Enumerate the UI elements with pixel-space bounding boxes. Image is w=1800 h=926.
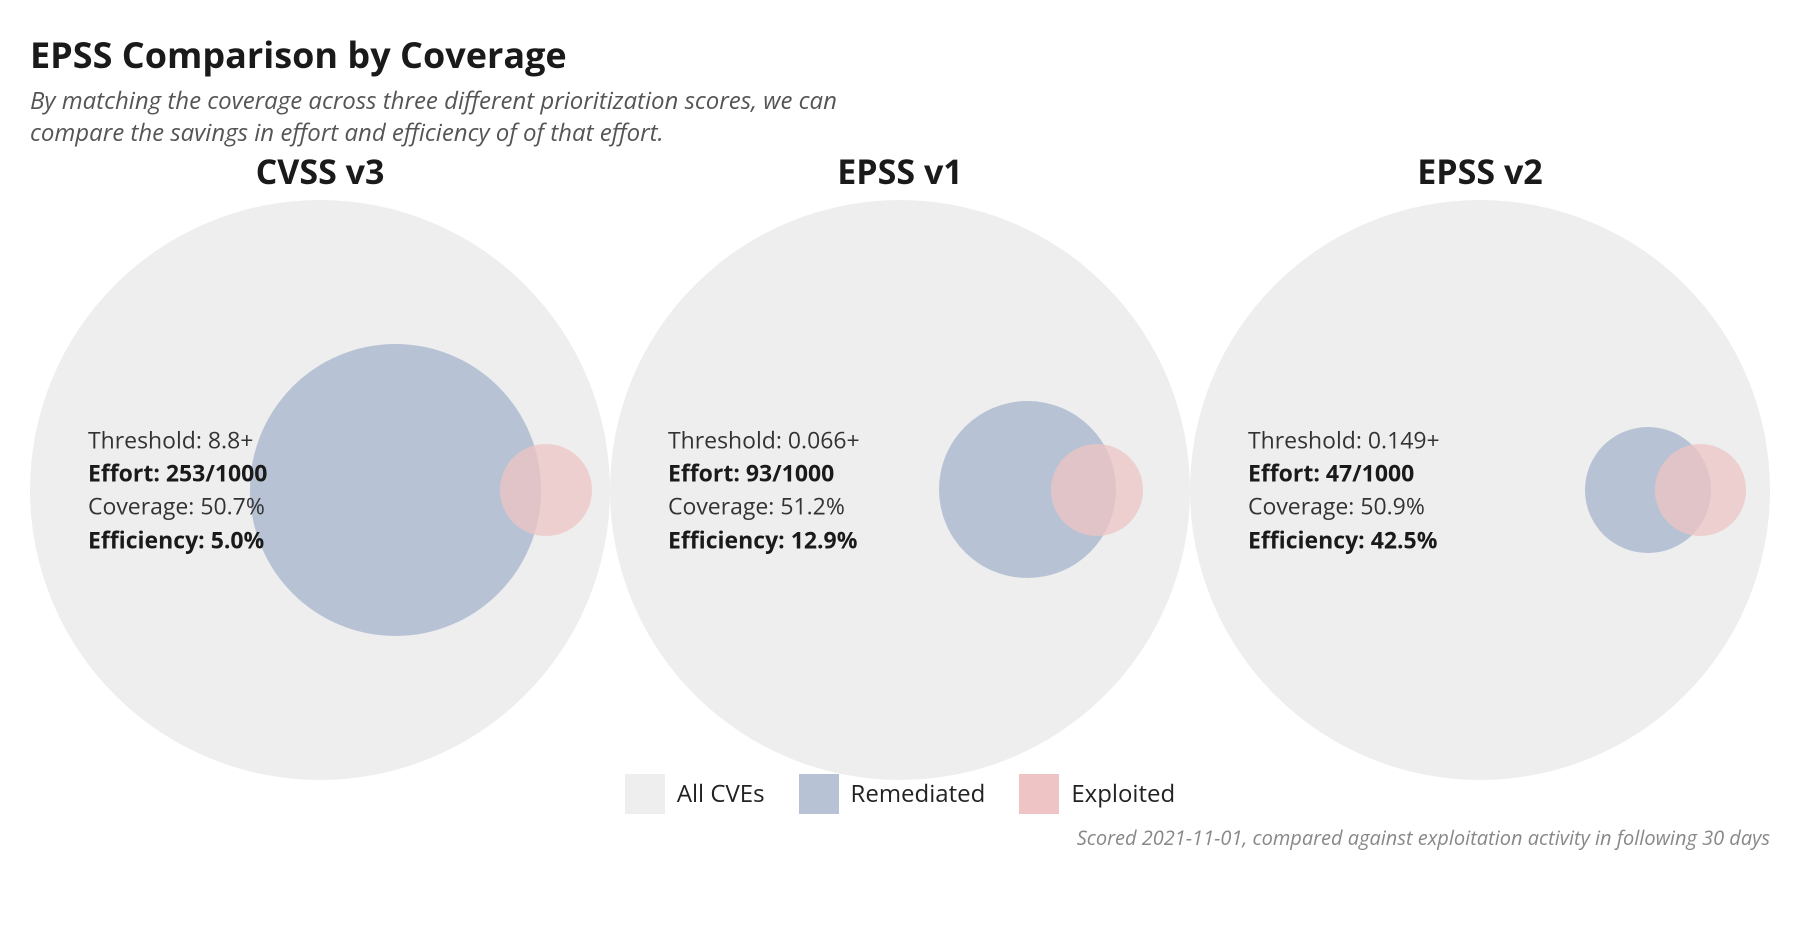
panel: EPSS v1 Threshold: 0.066+Effort: 93/1000C…: [610, 148, 1190, 780]
footnote: Scored 2021-11-01, compared against expl…: [30, 824, 1770, 851]
venn-diagram: Threshold: 0.149+Effort: 47/1000Coverage…: [1190, 200, 1770, 780]
panels-row: CVSS v3Threshold: 8.8+Effort: 253/1000Co…: [30, 148, 1770, 780]
swatch-exploited-icon: [1019, 774, 1059, 814]
stats-block: Threshold: 0.149+Effort: 47/1000Coverage…: [1248, 423, 1440, 556]
legend-item-all: All CVEs: [625, 774, 765, 814]
stat-threshold: Threshold: 0.066+: [668, 423, 860, 456]
venn-diagram: Threshold: 0.066+Effort: 93/1000Coverage…: [610, 200, 1190, 780]
legend-label-all: All CVEs: [677, 777, 765, 810]
panel-title: CVSS v3: [30, 148, 610, 194]
circle-exploited: [1655, 444, 1747, 536]
stats-block: Threshold: 8.8+Effort: 253/1000Coverage:…: [88, 423, 267, 556]
stat-threshold: Threshold: 8.8+: [88, 423, 267, 456]
circle-exploited: [500, 444, 592, 536]
chart-title: EPSS Comparison by Coverage: [30, 30, 1770, 79]
legend: All CVEs Remediated Exploited: [30, 774, 1770, 814]
stat-coverage: Coverage: 50.9%: [1248, 490, 1440, 523]
stat-efficiency: Efficiency: 5.0%: [88, 523, 267, 556]
circle-exploited: [1051, 444, 1143, 536]
stat-efficiency: Efficiency: 42.5%: [1248, 523, 1440, 556]
legend-item-remediated: Remediated: [799, 774, 986, 814]
panel-title: EPSS v2: [1190, 148, 1770, 194]
venn-diagram: Threshold: 8.8+Effort: 253/1000Coverage:…: [30, 200, 610, 780]
legend-item-exploited: Exploited: [1019, 774, 1175, 814]
panel-title: EPSS v1: [610, 148, 1190, 194]
swatch-all-icon: [625, 774, 665, 814]
legend-label-exploited: Exploited: [1071, 777, 1175, 810]
stat-efficiency: Efficiency: 12.9%: [668, 523, 860, 556]
stats-block: Threshold: 0.066+Effort: 93/1000Coverage…: [668, 423, 860, 556]
chart-subtitle: By matching the coverage across three di…: [30, 85, 930, 150]
panel: CVSS v3 Threshold: 8.8+Effort: 253/1000Co…: [30, 148, 610, 780]
legend-label-remediated: Remediated: [851, 777, 986, 810]
stat-coverage: Coverage: 51.2%: [668, 490, 860, 523]
swatch-remediated-icon: [799, 774, 839, 814]
stat-effort: Effort: 47/1000: [1248, 456, 1440, 489]
stat-effort: Effort: 93/1000: [668, 456, 860, 489]
stat-effort: Effort: 253/1000: [88, 456, 267, 489]
circle-remediated: [250, 344, 542, 636]
stat-coverage: Coverage: 50.7%: [88, 490, 267, 523]
panel: EPSS v2 Threshold: 0.149+Effort: 47/1000C…: [1190, 148, 1770, 780]
stat-threshold: Threshold: 0.149+: [1248, 423, 1440, 456]
